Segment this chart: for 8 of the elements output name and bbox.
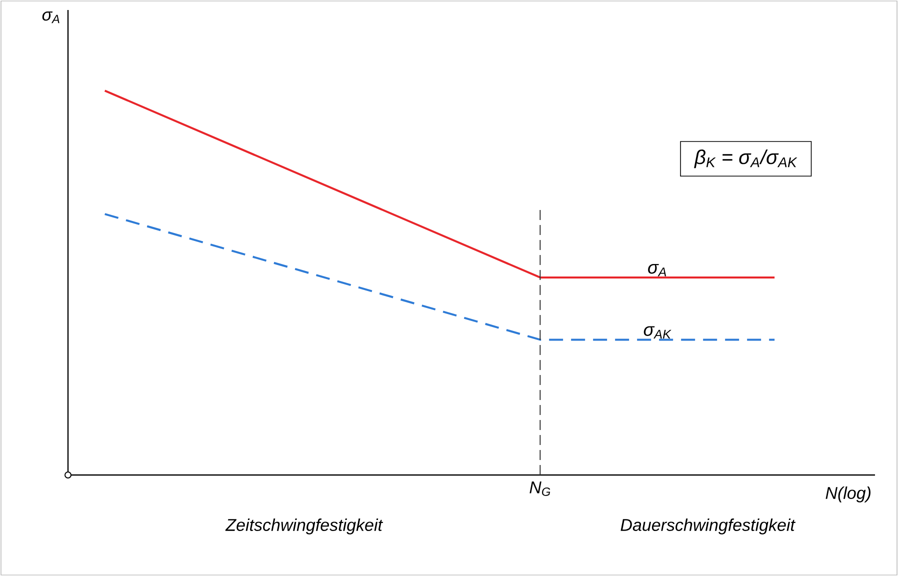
annotation: β$_{K}$ = σ$_{A}$/σ$_{AK}$ [694,149,798,168]
text: N$_{G}$ [530,482,550,496]
series-label: σ$_{AK}$ [644,326,672,339]
series-label: σ$_{A}$ [648,264,666,276]
y-axis-title: σ$_{A}$ [42,12,60,24]
text: Zeitschwingfestigkeit [225,518,384,534]
text: Dauerschwingfestigkeit [620,518,796,534]
x-axis-title: N(log) [826,486,870,502]
